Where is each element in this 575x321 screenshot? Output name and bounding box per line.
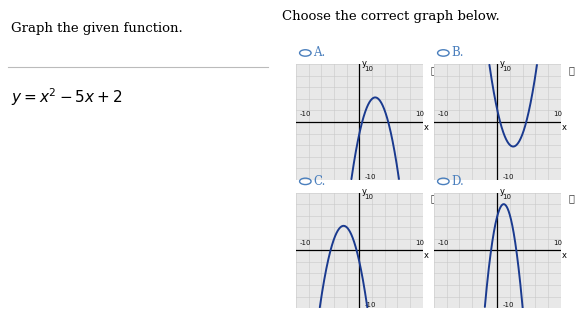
Text: -10: -10 bbox=[503, 302, 514, 308]
Text: x: x bbox=[561, 251, 566, 260]
Text: 🔍: 🔍 bbox=[431, 65, 436, 75]
Text: A.: A. bbox=[313, 47, 325, 59]
Text: y: y bbox=[499, 187, 504, 196]
Text: 10: 10 bbox=[503, 194, 511, 200]
Text: -10: -10 bbox=[438, 111, 450, 117]
Text: B.: B. bbox=[451, 47, 464, 59]
Text: y: y bbox=[361, 187, 366, 196]
Text: 10: 10 bbox=[415, 111, 424, 117]
Text: y: y bbox=[361, 58, 366, 67]
Text: -10: -10 bbox=[300, 111, 312, 117]
Text: x: x bbox=[423, 251, 428, 260]
Text: -10: -10 bbox=[365, 174, 376, 180]
Text: -10: -10 bbox=[503, 174, 514, 180]
Text: -10: -10 bbox=[365, 302, 376, 308]
Text: 10: 10 bbox=[553, 240, 562, 246]
Text: x: x bbox=[423, 123, 428, 132]
Text: D.: D. bbox=[451, 175, 464, 188]
Text: x: x bbox=[561, 123, 566, 132]
Text: C.: C. bbox=[313, 175, 326, 188]
Text: $y = x^2 - 5x + 2$: $y = x^2 - 5x + 2$ bbox=[11, 87, 122, 108]
Text: 10: 10 bbox=[553, 111, 562, 117]
Text: -10: -10 bbox=[300, 240, 312, 246]
Text: 10: 10 bbox=[503, 66, 511, 72]
Text: 🔍: 🔍 bbox=[569, 65, 574, 75]
Text: Graph the given function.: Graph the given function. bbox=[11, 22, 183, 35]
Text: -10: -10 bbox=[438, 240, 450, 246]
Text: 10: 10 bbox=[415, 240, 424, 246]
Text: y: y bbox=[499, 58, 504, 67]
Text: 🔍: 🔍 bbox=[569, 193, 574, 203]
Text: 🔍: 🔍 bbox=[431, 193, 436, 203]
Text: Choose the correct graph below.: Choose the correct graph below. bbox=[282, 10, 500, 22]
Text: 10: 10 bbox=[365, 66, 373, 72]
Text: 10: 10 bbox=[365, 194, 373, 200]
